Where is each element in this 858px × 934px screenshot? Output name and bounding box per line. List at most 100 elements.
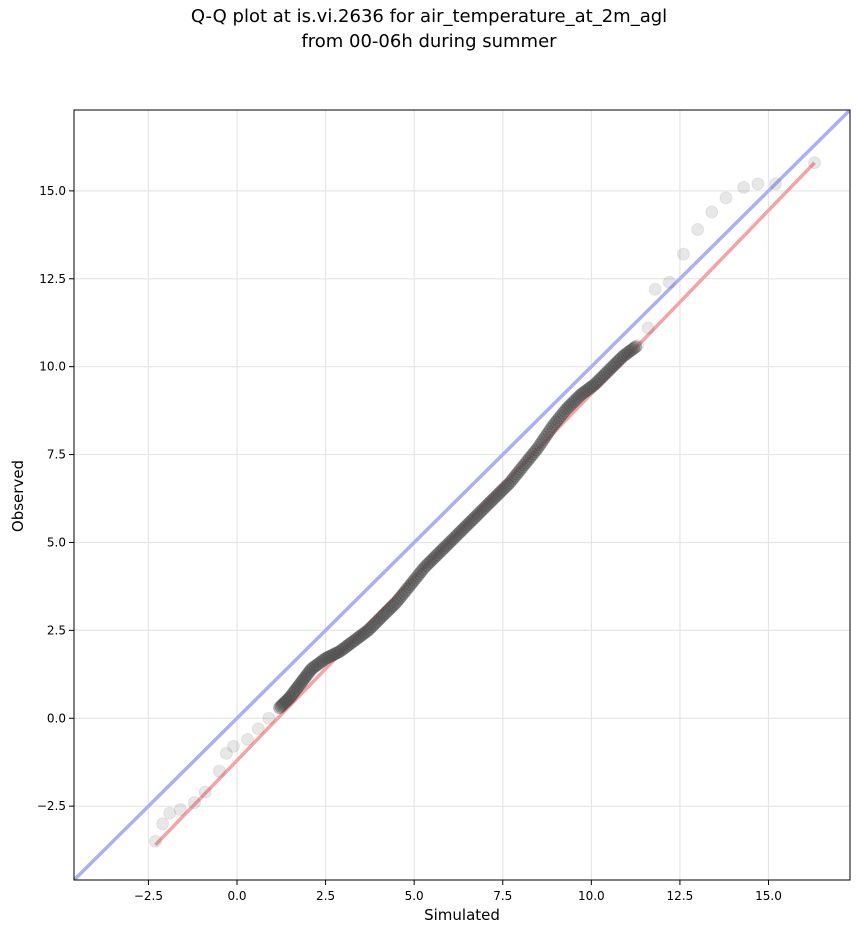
qq-point bbox=[606, 360, 620, 374]
qq-point bbox=[296, 673, 310, 687]
qq-point bbox=[402, 580, 416, 594]
qq-point bbox=[494, 484, 508, 498]
y-tick-label: 7.5 bbox=[47, 448, 66, 462]
qq-point bbox=[278, 695, 292, 709]
x-tick-label: 12.5 bbox=[667, 889, 694, 903]
axis-ticks: −2.5 0.0 2.5 5.0 7.5 10.0 12.5 15.0 −2.5 0.0 2.5 5.… bbox=[37, 184, 782, 903]
qq-point bbox=[662, 275, 676, 289]
qq-point bbox=[499, 479, 513, 493]
qq-point bbox=[536, 433, 550, 447]
qq-point bbox=[370, 615, 384, 629]
qq-point bbox=[241, 732, 255, 746]
qq-point bbox=[567, 395, 581, 409]
qq-point bbox=[414, 564, 428, 578]
grid-lines bbox=[74, 110, 850, 880]
qq-point bbox=[485, 493, 499, 507]
qq-point bbox=[273, 701, 287, 715]
qq-point bbox=[304, 662, 318, 676]
qq-point bbox=[384, 601, 398, 615]
qq-point bbox=[581, 383, 595, 397]
qq-point bbox=[363, 622, 377, 636]
qq-point bbox=[340, 639, 354, 653]
y-tick-label: 12.5 bbox=[39, 272, 66, 286]
fit-line bbox=[154, 161, 816, 847]
qq-point bbox=[544, 422, 558, 436]
qq-point bbox=[597, 368, 611, 382]
x-tick-label: 7.5 bbox=[493, 889, 512, 903]
qq-point bbox=[554, 408, 568, 422]
qq-point bbox=[439, 539, 453, 553]
qq-point bbox=[400, 582, 414, 596]
qq-point bbox=[398, 584, 412, 598]
qq-point bbox=[676, 247, 690, 261]
y-tick-label: −2.5 bbox=[37, 799, 66, 813]
qq-point bbox=[292, 678, 306, 692]
qq-point bbox=[361, 623, 375, 637]
qq-point bbox=[558, 404, 572, 418]
qq-point bbox=[416, 562, 430, 576]
qq-point bbox=[575, 386, 589, 400]
qq-point bbox=[478, 500, 492, 514]
qq-point bbox=[382, 602, 396, 616]
qq-point bbox=[521, 454, 535, 468]
qq-point bbox=[492, 486, 506, 500]
qq-point bbox=[280, 693, 294, 707]
qq-point bbox=[288, 683, 302, 697]
qq-point bbox=[212, 764, 226, 778]
qq-point bbox=[331, 645, 345, 659]
qq-point bbox=[437, 541, 451, 555]
qq-point bbox=[561, 400, 575, 414]
qq-point bbox=[326, 648, 340, 662]
reference-lines bbox=[74, 110, 850, 880]
qq-point bbox=[593, 372, 607, 386]
qq-point bbox=[568, 393, 582, 407]
qq-point bbox=[460, 518, 474, 532]
y-tick-label: 0.0 bbox=[47, 711, 66, 725]
qq-point bbox=[409, 571, 423, 585]
qq-point bbox=[476, 502, 490, 516]
qq-point bbox=[549, 415, 563, 429]
qq-point bbox=[769, 177, 783, 191]
qq-point bbox=[705, 205, 719, 219]
qq-point bbox=[279, 694, 293, 708]
qq-point bbox=[338, 641, 352, 655]
qq-point bbox=[421, 557, 435, 571]
qq-point bbox=[277, 697, 291, 711]
qq-point bbox=[343, 637, 357, 651]
qq-point bbox=[432, 546, 446, 560]
qq-point bbox=[388, 597, 402, 611]
qq-point bbox=[535, 435, 549, 449]
qq-point bbox=[294, 676, 308, 690]
qq-point bbox=[604, 361, 618, 375]
qq-point bbox=[397, 586, 411, 600]
qq-point bbox=[324, 649, 338, 663]
y-tick-label: 10.0 bbox=[39, 360, 66, 374]
qq-point bbox=[354, 629, 368, 643]
qq-point bbox=[577, 385, 591, 399]
qq-point bbox=[542, 425, 556, 439]
qq-point bbox=[453, 525, 467, 539]
qq-point bbox=[436, 542, 450, 556]
y-tick-label: 15.0 bbox=[39, 184, 66, 198]
qq-point bbox=[487, 492, 501, 506]
x-tick-label: −2.5 bbox=[134, 889, 163, 903]
qq-point bbox=[407, 573, 421, 587]
qq-point bbox=[529, 443, 543, 457]
qq-point bbox=[315, 654, 329, 668]
qq-point bbox=[648, 282, 662, 296]
qq-point bbox=[448, 530, 462, 544]
qq-point bbox=[467, 511, 481, 525]
qq-point bbox=[291, 680, 305, 694]
qq-point bbox=[274, 699, 288, 713]
qq-point bbox=[551, 413, 565, 427]
qq-point bbox=[349, 633, 363, 647]
qq-point bbox=[282, 691, 296, 705]
qq-point bbox=[503, 476, 517, 490]
qq-point bbox=[298, 671, 312, 685]
qq-point bbox=[584, 380, 598, 394]
qq-point bbox=[480, 499, 494, 513]
qq-point bbox=[489, 490, 503, 504]
qq-point bbox=[556, 406, 570, 420]
qq-point bbox=[418, 560, 432, 574]
